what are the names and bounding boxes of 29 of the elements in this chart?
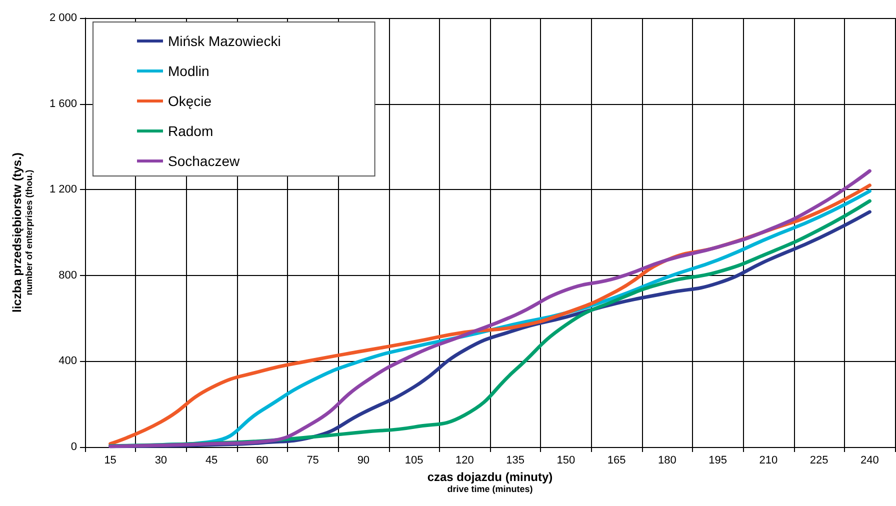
x-tick-label: 75: [306, 454, 319, 466]
x-tick-label: 165: [607, 454, 626, 466]
y-tick-label: 0: [70, 441, 77, 453]
x-tick-label: 105: [404, 454, 424, 466]
x-tick-label: 45: [205, 454, 218, 466]
x-tick-label: 240: [860, 454, 879, 466]
y-axis-title: liczba przedsiębiorstw (tys.) number of enterprises (thou.): [10, 152, 34, 313]
x-tick-label: 120: [456, 454, 474, 466]
x-tick-label: 90: [357, 454, 370, 466]
x-tick-label: 15: [104, 454, 116, 466]
x-tick-label: 135: [506, 454, 524, 466]
legend-label: Okęcie: [168, 93, 212, 109]
y-tick-label: 2 000: [49, 12, 77, 24]
legend-label: Radom: [168, 123, 214, 139]
x-tick-label: 60: [256, 454, 268, 466]
legend-label: Modlin: [168, 63, 210, 79]
x-tick-label: 225: [810, 454, 828, 466]
x-axis-title: czas dojazdu (minuty) drive time (minutes): [427, 470, 553, 494]
y-tick-label: 400: [58, 355, 77, 368]
x-tick-label: 210: [759, 454, 778, 466]
x-tick-label: 150: [556, 454, 576, 466]
x-tick-label: 195: [708, 454, 727, 466]
x-tick-label: 30: [154, 454, 168, 466]
y-tick-label: 1 200: [49, 184, 77, 196]
x-tick-label: 180: [658, 454, 676, 466]
legend-label: Sochaczew: [168, 153, 240, 169]
y-tick-label: 800: [58, 269, 77, 282]
legend-label: Mińsk Mazowiecki: [168, 33, 281, 49]
y-tick-label: 1 600: [49, 98, 77, 110]
